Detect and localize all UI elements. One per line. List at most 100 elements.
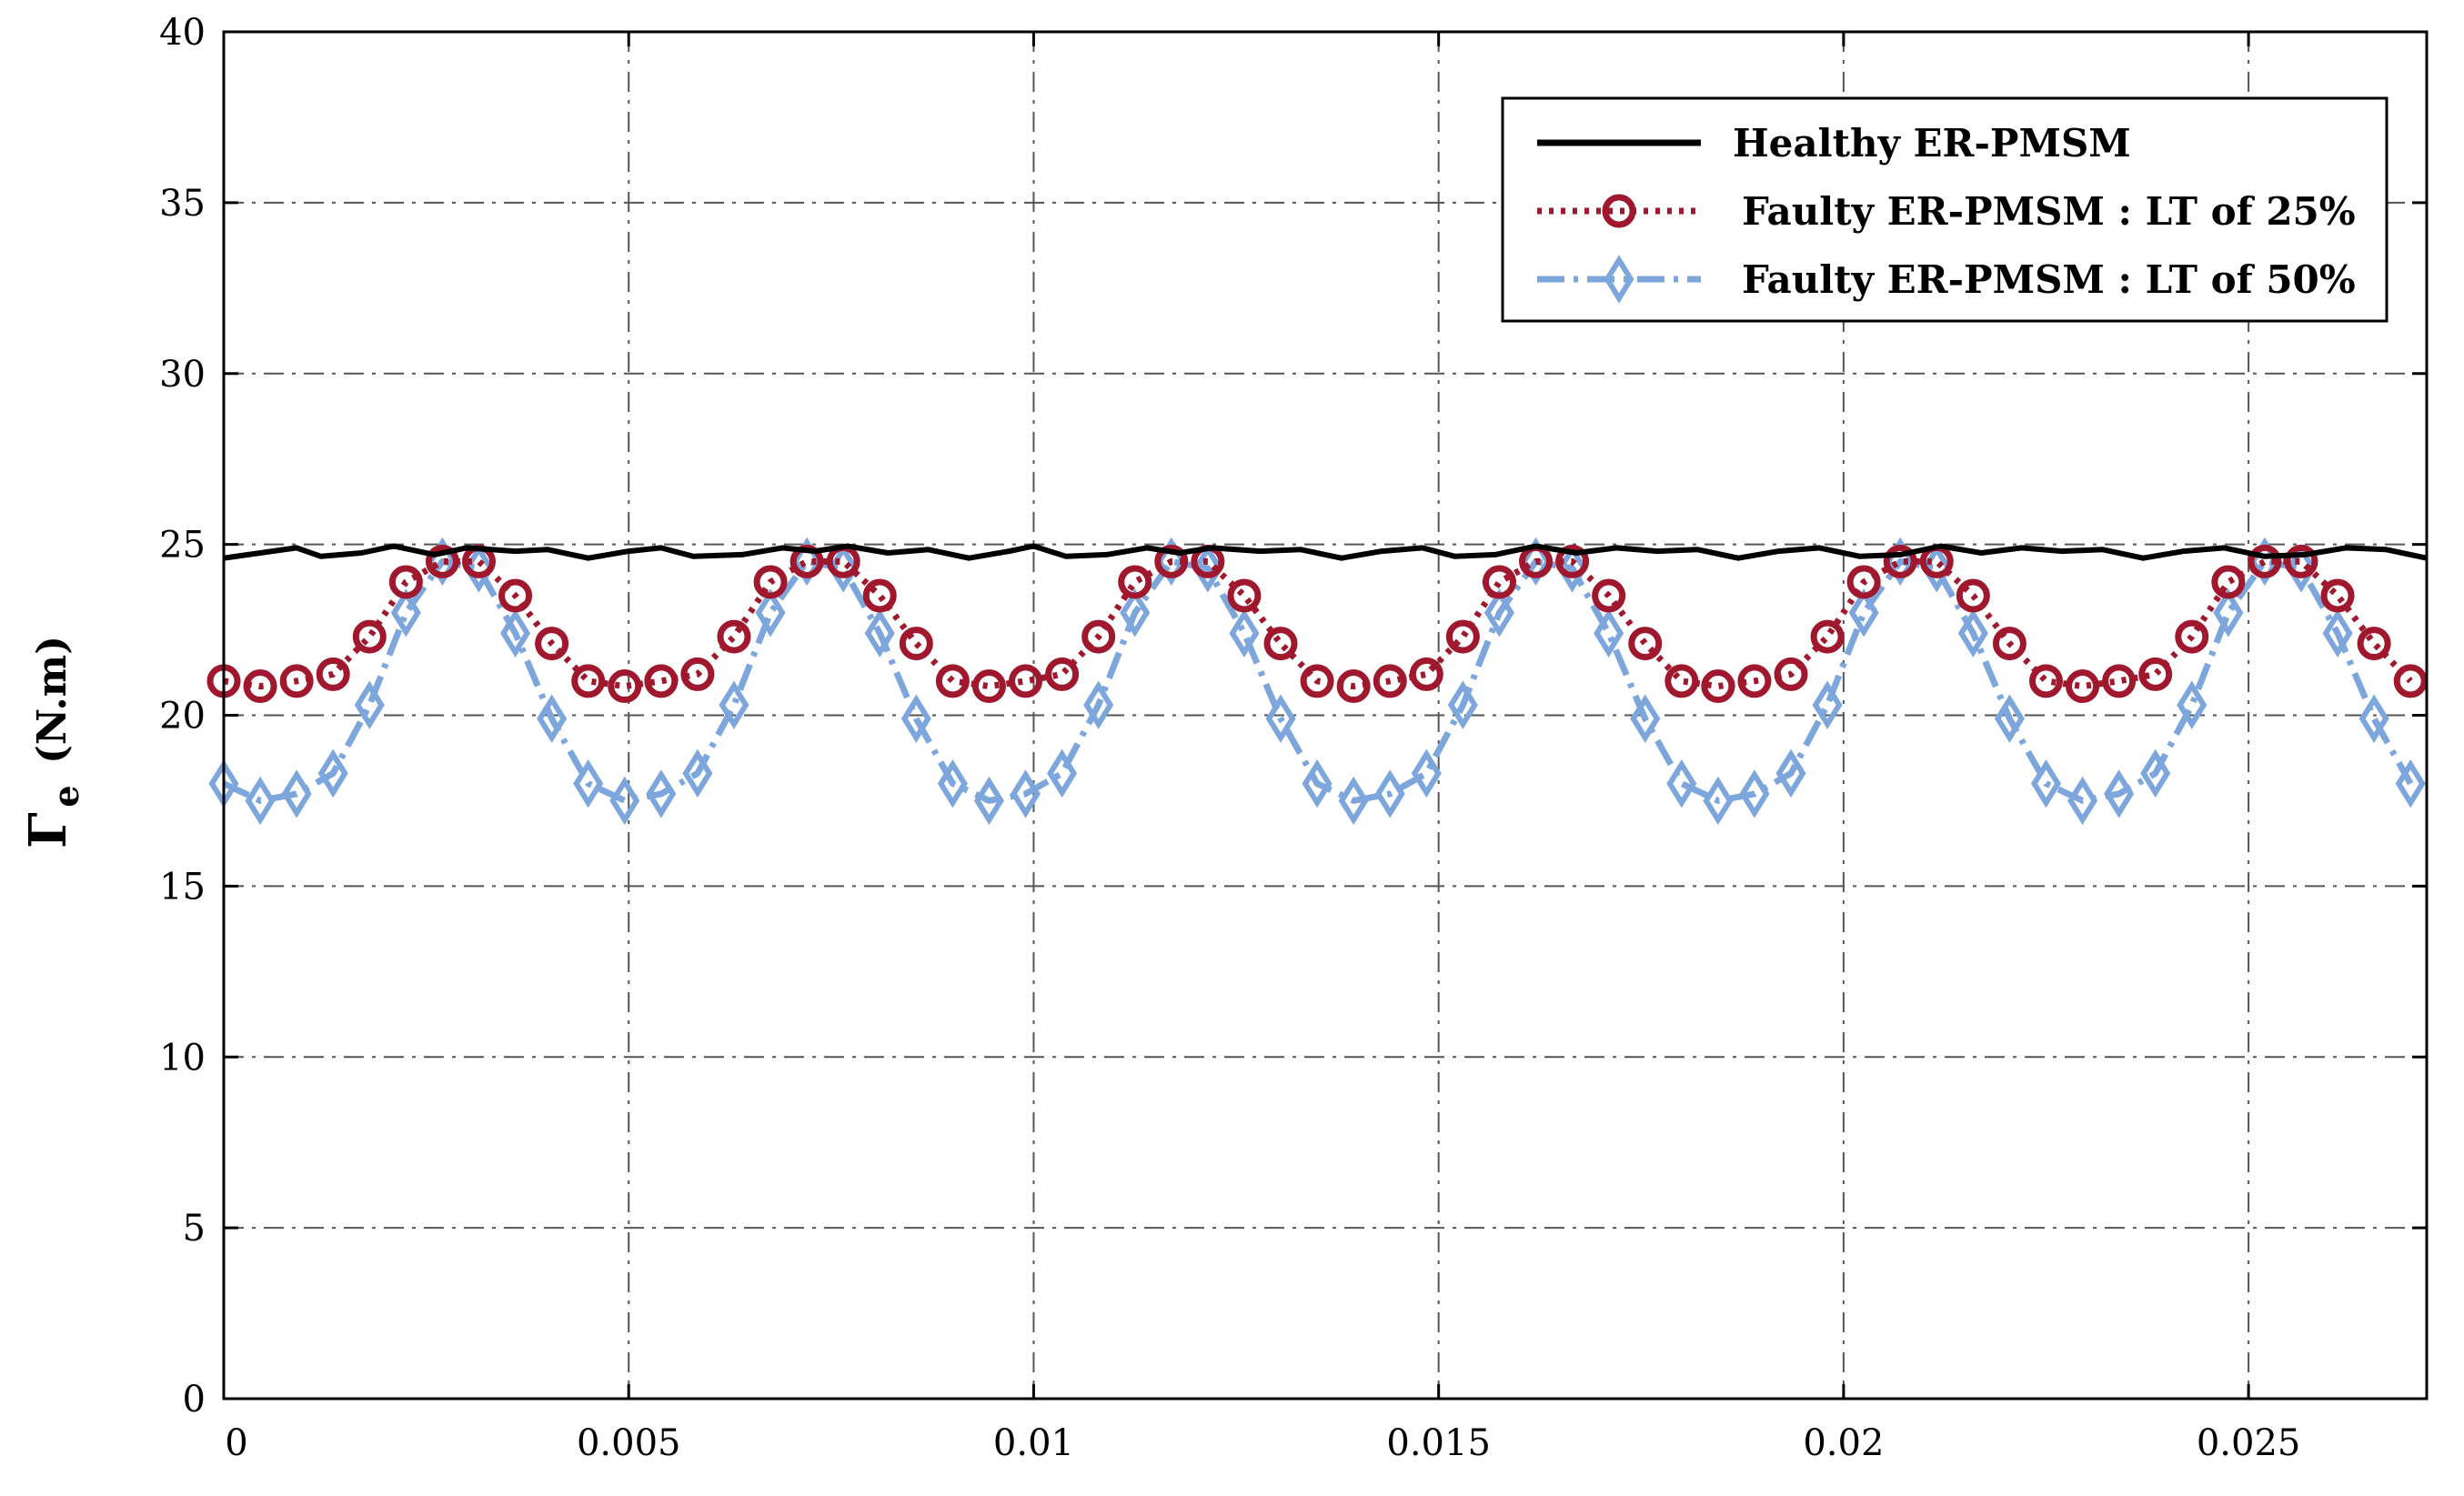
y-tick-label: 5: [183, 1208, 206, 1250]
data-point-diamond: [2177, 680, 2208, 729]
data-point-diamond: [500, 608, 531, 658]
data-point-diamond: [864, 608, 895, 658]
data-point-diamond: [1338, 776, 1369, 826]
data-point-diamond: [609, 776, 640, 826]
axis-ticks: 0 5 10 15 20 25 30 35 40 0 0.005 0.01 0.015 0.02 0.025: [159, 12, 2427, 1464]
data-point-circle: [1227, 578, 1262, 613]
data-point-diamond: [2395, 758, 2426, 808]
data-point-diamond: [1265, 694, 1296, 743]
data-point-circle: [1009, 664, 1043, 698]
data-point-circle: [425, 544, 459, 578]
series-line: [222, 557, 2414, 804]
data-point-circle: [243, 669, 277, 704]
x-tick-label: 0.015: [1386, 1422, 1491, 1464]
data-point-diamond: [1957, 608, 1988, 658]
data-point-diamond: [2104, 769, 2135, 818]
data-point-circle: [1373, 664, 1407, 698]
data-point-circle: [388, 565, 423, 599]
data-point-circle: [2211, 565, 2246, 599]
data-point-circle: [1300, 664, 1334, 698]
legend-marker-lt50: [1604, 255, 1634, 304]
data-point-circle: [316, 657, 350, 691]
grid: [224, 32, 2427, 1399]
data-point-diamond: [1557, 544, 1588, 593]
data-point-circle: [644, 664, 679, 698]
data-point-diamond: [281, 769, 312, 818]
data-point-diamond: [1483, 588, 1514, 638]
data-point-circle: [1118, 565, 1152, 599]
data-point-circle: [2175, 619, 2209, 654]
y-tick-label: 35: [159, 183, 206, 225]
data-point-diamond: [1848, 588, 1879, 638]
y-axis-label: Γ e (N.m): [18, 636, 86, 848]
y-axis-unit: (N.m): [29, 636, 75, 764]
y-tick-label: 10: [159, 1037, 206, 1079]
data-point-diamond: [1775, 748, 1806, 798]
data-point-diamond: [1083, 680, 1114, 729]
data-point-circle: [535, 627, 569, 661]
legend-label-lt25: Faulty ER-PMSM : LT of 25%: [1742, 189, 2356, 234]
legend-label-lt50: Faulty ER-PMSM : LT of 50%: [1742, 257, 2356, 302]
data-point-circle: [1081, 619, 1116, 654]
data-point-diamond: [1703, 776, 1734, 826]
data-point-diamond: [1192, 544, 1223, 593]
legend-marker-lt25: [1602, 194, 1636, 228]
data-point-circle: [1445, 619, 1480, 654]
y-tick-label: 30: [159, 354, 206, 396]
legend-entry-lt25: Faulty ER-PMSM : LT of 25%: [1537, 189, 2356, 234]
data-point-diamond: [1994, 694, 2025, 743]
data-point-circle: [935, 664, 970, 698]
data-point-circle: [1992, 627, 2027, 661]
series-line: [223, 557, 2413, 690]
data-point-diamond: [1666, 758, 1697, 808]
data-point-diamond: [2358, 694, 2389, 743]
svg-text:Γ e (N.m): Γ e (N.m): [18, 636, 86, 848]
data-point-circle: [571, 664, 606, 698]
data-point-circle: [1628, 627, 1663, 661]
data-point-circle: [2357, 627, 2391, 661]
data-point-diamond: [1812, 680, 1843, 729]
data-point-circle: [608, 669, 642, 704]
data-point-diamond: [537, 694, 568, 743]
y-tick-label: 20: [159, 696, 206, 738]
series-0: [223, 543, 2428, 561]
data-point-diamond: [1739, 769, 1770, 818]
data-point-circle: [1883, 544, 1917, 578]
y-tick-label: 15: [159, 866, 206, 908]
data-point-circle: [1592, 578, 1626, 613]
data-point-circle: [1737, 664, 1772, 698]
data-point-diamond: [791, 537, 822, 587]
data-point-circle: [352, 619, 387, 654]
data-point-diamond: [1374, 769, 1405, 818]
data-point-circle: [1263, 627, 1298, 661]
legend-entry-healthy: Healthy ER-PMSM: [1537, 121, 2131, 166]
data-point-circle: [1664, 664, 1699, 698]
data-point-diamond: [682, 748, 713, 798]
data-point-circle: [971, 669, 1006, 704]
x-tick-label: 0.02: [1803, 1422, 1884, 1464]
y-axis-symbol: Γ: [18, 812, 78, 848]
series-line: [223, 543, 2428, 561]
data-point-circle: [498, 578, 533, 613]
data-point-diamond: [1047, 748, 1078, 798]
data-point-circle: [2284, 544, 2318, 578]
data-point-circle: [1956, 578, 1990, 613]
legend: Healthy ER-PMSM Faulty ER-PMSM : LT of 2…: [1501, 96, 2389, 323]
x-tick-label: 0: [225, 1422, 247, 1464]
data-point-diamond: [2322, 608, 2353, 658]
data-point-diamond: [973, 776, 1004, 826]
data-point-circle: [1555, 544, 1590, 578]
data-point-circle: [1774, 657, 1808, 691]
data-point-circle: [1045, 657, 1080, 691]
data-point-circle: [753, 565, 788, 599]
data-point-diamond: [1120, 588, 1151, 638]
data-point-circle: [1409, 657, 1443, 691]
data-point-circle: [1154, 544, 1189, 578]
data-point-diamond: [755, 588, 786, 638]
data-point-circle: [1336, 669, 1371, 704]
data-point-diamond: [1229, 608, 1260, 658]
series-group: [206, 537, 2428, 826]
data-point-diamond: [900, 694, 931, 743]
data-point-diamond: [573, 758, 604, 808]
